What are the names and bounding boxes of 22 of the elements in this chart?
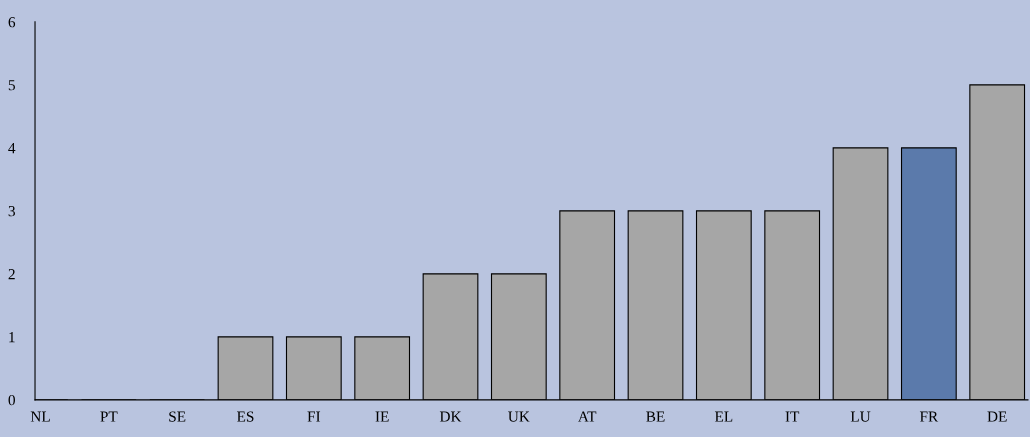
x-tick-label: LU [850, 411, 871, 422]
y-tick-label: 4 [8, 143, 16, 154]
x-tick-label: IE [375, 411, 389, 422]
y-tick-label: 5 [8, 80, 15, 91]
x-tick-label: AT [577, 411, 597, 422]
x-tick-label: ES [237, 411, 254, 422]
x-tick-label: DE [987, 411, 1007, 422]
x-tick-label: EL [714, 411, 733, 422]
x-tick-label: UK [508, 411, 530, 422]
x-tick-label: SE [169, 411, 186, 422]
x-tick-label: FI [307, 411, 321, 422]
y-tick-label: 0 [8, 395, 15, 406]
x-tick-label: DK [439, 411, 462, 422]
y-tick-label: 3 [8, 206, 15, 217]
y-tick-label: 1 [9, 332, 15, 343]
x-tick-label: BE [646, 411, 665, 422]
x-tick-label: IT [785, 411, 800, 422]
x-tick-label: FR [919, 411, 939, 422]
x-tick-label: PT [100, 411, 118, 422]
x-tick-label: NL [30, 411, 50, 422]
y-tick-label: 6 [8, 17, 16, 28]
y-tick-label: 2 [8, 269, 15, 280]
